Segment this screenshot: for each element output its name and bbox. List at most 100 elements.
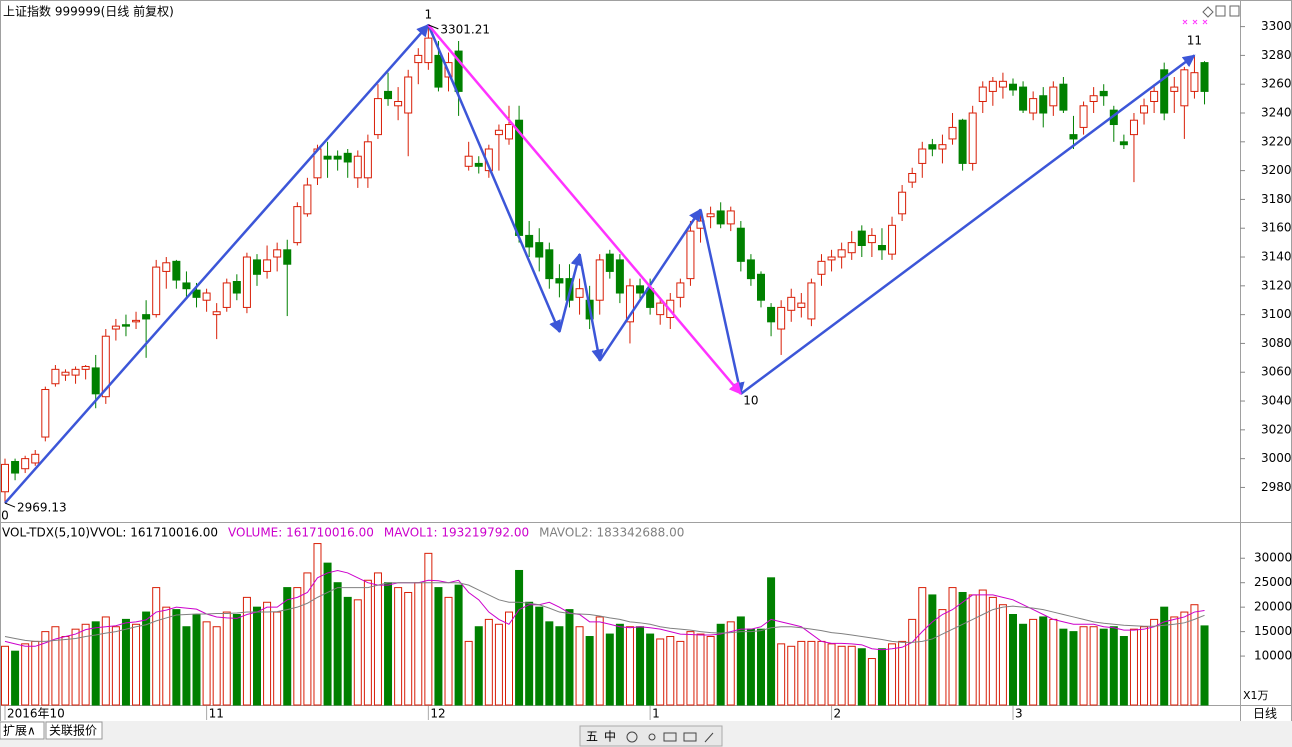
candle-body [898,191,907,215]
volume-bar [908,618,917,706]
candle-body [81,365,90,370]
candle-body [646,288,655,308]
volume-bar [595,616,604,706]
candle-body [172,260,181,281]
volume-bar [202,621,211,706]
volume-bar [1170,616,1179,706]
volume-bar [686,631,695,706]
volume-bar [1019,623,1028,706]
volume-bar [726,621,735,706]
toolbar-button[interactable]: 中 [604,729,616,744]
volume-bar [505,611,513,706]
volume-bar [313,543,322,706]
y-tick-label: 3280 [1261,48,1292,62]
tab-label[interactable]: 扩展∧ [3,724,36,738]
candle-body [21,458,30,470]
candle-body [757,273,765,301]
candle-body [625,285,634,323]
volume-readout: MAVOL2: 183342688.00 [539,526,684,540]
candle-body [404,76,413,114]
y-tick-label: 2980 [1261,480,1292,494]
volume-bar [1079,626,1088,706]
wave-line [427,24,561,334]
volume-bar [384,582,393,706]
candle-body [212,311,221,316]
volume-bar [948,587,957,706]
volume-bar [434,587,443,706]
volume-bar [757,628,765,706]
wave-label: 11 [1187,34,1202,48]
candle-body [857,230,866,246]
candle-body [938,144,947,150]
volume-bar [767,577,776,706]
y-tick-label: 3020 [1261,422,1292,436]
volume-bar [101,616,110,706]
y-tick-label: 25000 [1254,575,1292,589]
volume-bar [545,621,554,706]
volume-bar [938,609,947,706]
volume-bar [111,626,120,706]
volume-bar [1160,606,1169,706]
candle-body [555,278,564,284]
candle-body [817,260,826,275]
candle-body [232,281,241,294]
volume-bar [605,633,614,706]
frame [0,0,1292,722]
candle-body [162,262,171,272]
volume-bar [827,643,836,706]
tab[interactable] [45,721,103,740]
tab-label[interactable]: 关联报价 [49,723,97,738]
candle-body [1099,90,1108,97]
volume-bar [91,621,100,706]
volume-bar [736,616,745,706]
candle-body [1089,95,1098,102]
candle-body [242,256,251,308]
volume-bar [81,623,90,706]
candle-body [323,155,332,160]
candle-body [615,259,624,294]
volume-bar [555,626,564,706]
volume-bar [988,596,997,706]
volume-bar [1029,618,1038,706]
wave-line [4,23,430,504]
volume-bar [454,584,463,706]
volume-bar [242,596,251,706]
wave-line [558,252,583,333]
y-tick-label: 3180 [1261,192,1292,206]
volume-bar [706,636,715,706]
candle-body [746,259,755,280]
candle-body [91,367,100,395]
volume-bar [1069,631,1078,706]
candle-body [847,242,856,254]
volume-bar [968,594,977,706]
wave-label: 10 [743,394,758,408]
candle-body [474,162,483,167]
volume-bar [1099,628,1108,706]
candle-body [182,282,191,290]
candle-body [877,244,886,251]
candle-body [827,256,836,261]
candle-body [283,249,292,265]
volume-bar [142,611,151,706]
volume-bar [515,569,524,706]
volume-bar [867,658,876,706]
volume-bar [71,628,80,706]
volume-bar [656,638,665,706]
volume-bar [746,628,755,706]
date-label: 12 [430,707,445,721]
date-label: 2016年10 [7,707,65,721]
volume-bar [585,636,594,706]
toolbar-icons[interactable] [626,731,714,743]
period-label: 日线 [1253,707,1277,721]
annotation-leader [428,24,439,30]
marker-crosses [1182,19,1208,25]
window-icons[interactable] [1202,5,1240,18]
candle-body [575,288,584,298]
volume-bar [958,591,967,706]
y-tick-label: 3140 [1261,250,1292,264]
tab[interactable] [0,721,45,740]
toolbar-button[interactable]: 五 [586,730,598,744]
volume-bar [212,626,221,706]
candle-body [978,86,987,102]
candle-body [505,124,513,140]
